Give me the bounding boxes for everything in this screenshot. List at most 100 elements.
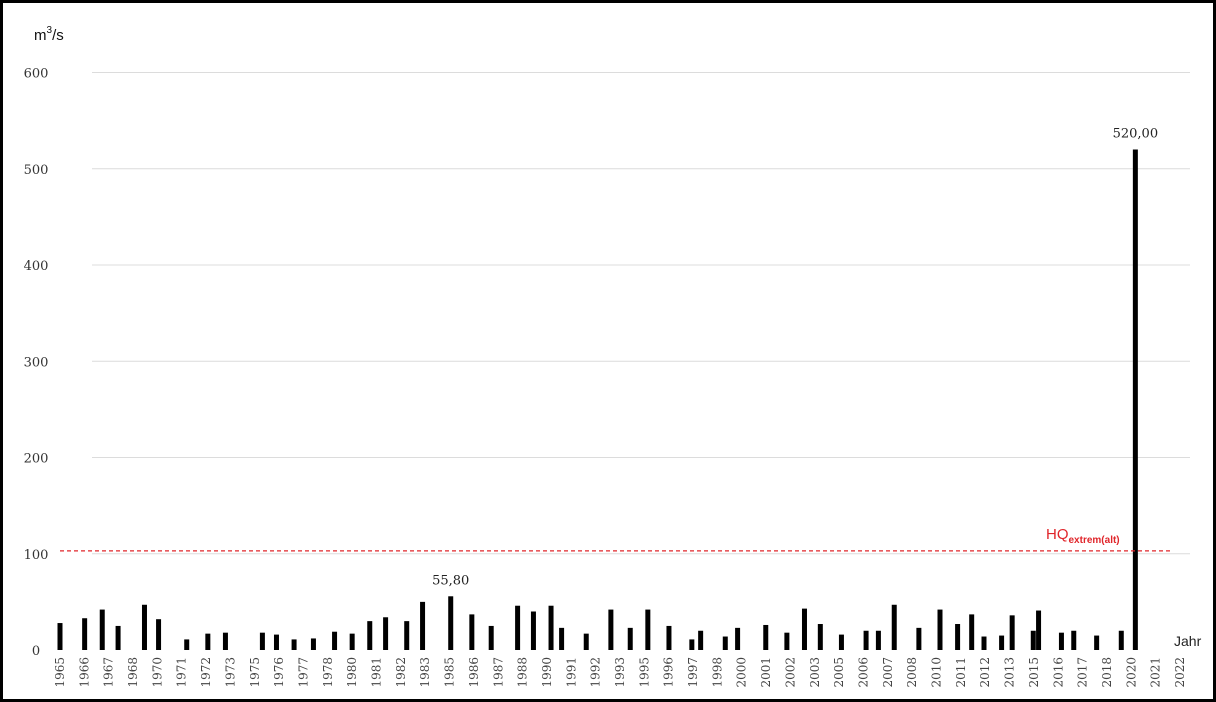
x-tick-label: 1985 — [443, 657, 457, 688]
x-tick-label: 1987 — [491, 657, 505, 688]
bar — [916, 627, 922, 650]
x-tick-label: 1978 — [321, 657, 335, 688]
bar — [383, 617, 389, 650]
bar — [367, 621, 373, 650]
bar — [689, 639, 695, 650]
bar — [999, 635, 1005, 650]
bar — [722, 636, 728, 650]
bar — [115, 625, 121, 650]
x-tick-label: 1980 — [345, 657, 359, 688]
x-tick-label: 1998 — [710, 657, 724, 688]
x-tick-label: 1972 — [199, 657, 213, 688]
bar — [548, 605, 554, 650]
x-tick-label: 1992 — [589, 657, 603, 688]
bar — [863, 630, 869, 650]
y-axis-unit: m3/s — [34, 25, 64, 44]
y-tick-label: 100 — [24, 548, 49, 563]
x-tick-label: 2015 — [1027, 657, 1041, 688]
bar — [57, 623, 63, 650]
bar — [448, 596, 454, 650]
x-tick-label: 1990 — [540, 657, 554, 688]
x-tick-label: 1993 — [613, 657, 627, 688]
bar — [530, 611, 536, 650]
x-tick-label: 1970 — [150, 657, 164, 688]
x-tick-label: 1975 — [248, 657, 262, 688]
data-label: 55,80 — [432, 573, 469, 588]
bar — [838, 634, 844, 650]
bar — [273, 634, 279, 650]
bar — [981, 636, 987, 650]
bar — [291, 639, 297, 650]
x-tick-label: 2011 — [954, 657, 968, 688]
x-tick-label: 2003 — [808, 657, 822, 688]
bar — [1132, 149, 1138, 650]
x-tick-label: 1976 — [272, 657, 286, 688]
bar — [1094, 635, 1100, 650]
bar — [937, 609, 943, 650]
x-tick-label: 1983 — [418, 657, 432, 688]
x-tick-label: 1997 — [686, 657, 700, 688]
bar — [817, 624, 823, 650]
y-tick-label: 0 — [32, 644, 40, 659]
bar — [332, 631, 338, 650]
x-tick-label: 1971 — [175, 657, 189, 688]
bar — [1009, 615, 1015, 650]
bar — [1030, 630, 1036, 650]
bar — [645, 609, 651, 650]
bar — [608, 609, 614, 650]
x-tick-label: 1965 — [53, 657, 67, 688]
bar — [1036, 610, 1042, 650]
y-tick-label: 300 — [24, 355, 49, 370]
x-tick-label: 2018 — [1100, 657, 1114, 688]
x-tick-label: 1991 — [564, 657, 578, 688]
bar — [184, 639, 190, 650]
data-label: 520,00 — [1113, 127, 1159, 142]
reference-line-label: HQextrem(alt) — [1046, 526, 1120, 546]
bar — [801, 608, 807, 650]
bar — [310, 638, 316, 650]
y-tick-label: 200 — [24, 452, 49, 467]
x-tick-label: 2000 — [735, 657, 749, 688]
y-tick-label: 400 — [24, 259, 49, 274]
x-tick-label: 2001 — [759, 657, 773, 688]
bar — [627, 627, 633, 650]
bar — [1071, 630, 1077, 650]
bar — [99, 609, 105, 650]
bar — [205, 633, 211, 650]
bar — [735, 627, 741, 650]
bar — [82, 618, 88, 650]
bar — [469, 614, 475, 650]
x-tick-label: 2017 — [1076, 657, 1090, 688]
x-tick-label: 2006 — [856, 657, 870, 688]
bar — [559, 627, 565, 650]
bars — [57, 149, 1138, 650]
x-tick-label: 2007 — [881, 657, 895, 688]
x-tick-label: 2016 — [1051, 657, 1065, 688]
data-labels: 55,80 520,00 — [432, 127, 1158, 589]
x-tick-label: 2008 — [905, 657, 919, 688]
x-axis-label: Jahr — [1174, 633, 1202, 649]
bar — [1058, 632, 1064, 650]
bar — [969, 614, 975, 650]
bar — [784, 632, 790, 650]
x-tick-label: 1977 — [296, 657, 310, 688]
x-tick-label: 1967 — [102, 657, 116, 688]
x-tick-label: 1966 — [77, 657, 91, 688]
x-tick-label: 2013 — [1003, 657, 1017, 688]
bar — [259, 632, 265, 650]
bar — [349, 633, 355, 650]
x-tick-label: 1968 — [126, 657, 140, 688]
bar — [891, 604, 897, 650]
bar — [141, 604, 147, 650]
bar — [404, 621, 410, 650]
y-tick-label: 600 — [24, 67, 49, 82]
x-tick-label: 2020 — [1124, 657, 1138, 688]
bar — [955, 624, 961, 650]
bar — [583, 633, 589, 650]
x-tick-label: 2002 — [783, 657, 797, 688]
x-tick-label: 1981 — [370, 657, 384, 688]
x-tick-label: 1982 — [394, 657, 408, 688]
bar — [222, 632, 228, 650]
y-tick-label: 500 — [24, 163, 49, 178]
